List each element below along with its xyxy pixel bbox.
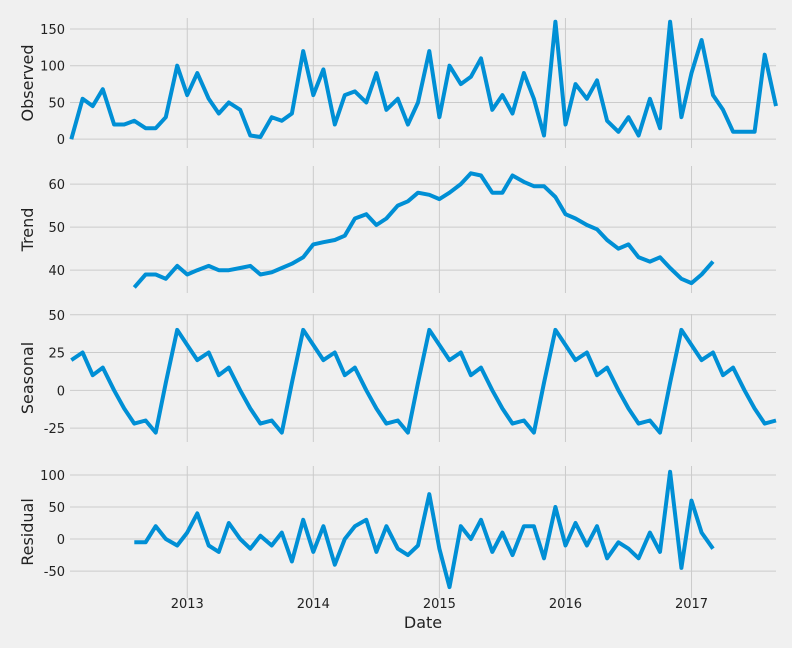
y-tick-label: 60 <box>48 178 65 193</box>
y-tick-label: 0 <box>57 533 65 548</box>
data-line <box>132 171 715 289</box>
y-tick-label: 25 <box>48 347 65 362</box>
y-tick-label: 150 <box>40 23 65 38</box>
y-tick-label: 40 <box>48 264 65 279</box>
y-tick-label: 50 <box>48 501 65 516</box>
y-tick-label: 100 <box>40 60 65 75</box>
y-tick-label: -50 <box>44 565 65 580</box>
y-tick-label: 50 <box>48 96 65 111</box>
data-line <box>69 19 778 140</box>
y-tick-label: 100 <box>40 469 65 484</box>
data-line <box>134 469 715 590</box>
x-tick-label: 2015 <box>423 597 456 612</box>
y-axis-label: Trend <box>18 208 37 253</box>
x-tick-label: 2013 <box>171 597 204 612</box>
y-axis-label: Observed <box>18 45 37 122</box>
y-tick-label: 0 <box>57 384 65 399</box>
x-tick-label: 2016 <box>549 597 582 612</box>
x-tick-label: 2014 <box>297 597 330 612</box>
y-axis-label: Residual <box>18 498 37 566</box>
data-line <box>70 327 777 435</box>
x-tick-label: 2017 <box>675 597 708 612</box>
y-tick-label: 0 <box>57 133 65 148</box>
y-tick-label: 50 <box>48 309 65 324</box>
y-tick-label: -25 <box>44 422 65 437</box>
x-axis-label: Date <box>404 613 442 632</box>
y-axis-label: Seasonal <box>18 342 37 414</box>
y-tick-label: 50 <box>48 221 65 236</box>
